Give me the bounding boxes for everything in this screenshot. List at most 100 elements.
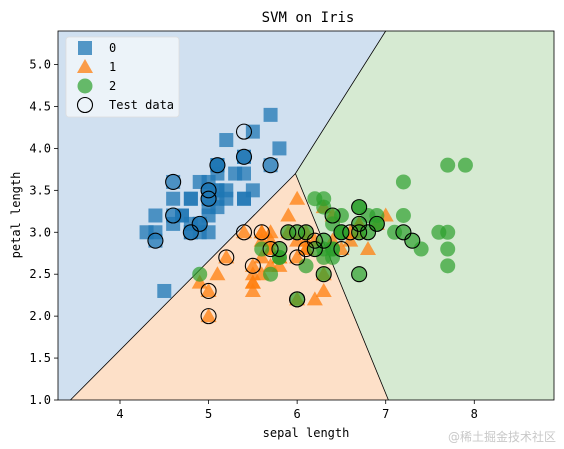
data-point-series-test-data [351,266,368,283]
data-point-series-0 [263,107,278,122]
region-class-2 [295,31,554,400]
data-point-series-2 [351,199,367,215]
y-axis-title: petal length [9,172,23,259]
data-point-series-test-data [235,148,253,165]
decision-boundary-lower [295,173,389,401]
data-point-series-1 [244,282,261,297]
y-tick-label: 4.0 [29,141,51,155]
data-point-series-1 [200,308,217,323]
data-point-series-1 [200,282,217,297]
data-point-series-0 [272,141,287,156]
data-point-series-test-data [351,199,368,216]
data-point-series-0 [245,183,260,198]
data-point-series-2 [307,191,323,207]
plot-area [57,30,555,401]
data-point-series-2 [395,174,411,190]
data-point-series-test-data [147,232,164,249]
plot-frame [57,30,555,401]
data-point-series-test-data [209,157,226,174]
legend-label: 0 [109,41,116,55]
data-point-series-1 [360,241,376,256]
data-point-series-1 [315,282,332,297]
legend-label: Test data [109,98,174,112]
data-point-series-test-data [253,224,270,241]
data-point-series-0 [210,158,225,173]
data-point-series-2 [192,266,208,282]
data-point-series-test-data [395,224,412,241]
data-point-series-0 [237,149,251,164]
data-point-series-test-data [262,240,279,258]
x-axis: 4 5 6 7 8 [116,400,478,421]
data-point-series-0 [166,208,181,223]
data-point-series-test-data [404,232,421,249]
data-point-series-2 [440,241,456,257]
data-point-series-test-data [351,224,368,241]
data-point-series-test-data [244,257,261,274]
data-point-series-test-data [182,224,199,241]
data-point-series-0 [148,208,163,223]
data-point-series-test-data [342,224,359,241]
y-tick-label: 2.0 [29,309,51,323]
y-tick-label: 5.0 [29,58,51,72]
data-point-series-0 [263,158,278,173]
data-point-series-1 [289,249,306,264]
data-point-series-test-data [333,224,350,241]
data-point-series-1 [280,207,297,222]
data-point-series-test-data [271,240,288,258]
data-point-series-test-data [200,308,217,325]
data-point-series-0 [183,191,198,206]
legend-marker-1 [77,59,93,73]
data-point-series-2 [440,157,456,173]
legend-marker-2 [77,78,93,94]
x-tick-label: 7 [382,407,389,421]
data-point-series-test-data [289,249,306,266]
data-point-series-test-data [315,266,332,283]
legend-box [65,36,180,118]
points-layer [139,107,473,325]
data-point-series-2 [457,157,473,173]
data-point-series-0 [228,166,243,181]
data-point-series-2 [298,258,314,274]
data-point-series-2 [413,241,429,257]
legend: 0 1 2 Test data [65,36,180,118]
data-point-series-test-data [289,291,306,308]
data-point-series-test-data [351,215,368,232]
data-point-series-2 [316,241,332,257]
data-point-series-test-data [333,240,350,258]
data-point-series-2 [395,208,411,223]
x-tick-label: 4 [116,407,123,421]
y-tick-label: 4.5 [29,99,51,113]
data-point-series-0 [157,283,172,298]
data-point-series-2 [316,266,332,282]
data-point-series-2 [440,224,456,240]
data-point-series-0 [166,174,181,189]
data-point-series-test-data [235,123,253,140]
data-point-series-test-data [200,182,217,199]
watermark: @稀土掘金技术社区 [447,430,556,444]
data-point-series-test-data [359,224,377,241]
data-point-series-1 [244,274,261,289]
data-point-series-0 [166,191,181,206]
data-point-series-1 [262,224,279,239]
data-point-series-2 [254,241,270,257]
data-point-series-2 [351,266,367,282]
data-point-series-test-data [191,215,208,232]
data-point-series-2 [289,291,305,307]
data-point-series-test-data [200,282,217,300]
data-point-series-test-data [235,224,253,241]
data-point-series-test-data [324,207,341,224]
data-point-series-test-data [165,173,182,191]
y-tick-label: 3.0 [29,225,51,239]
data-point-series-2 [271,249,287,265]
y-axis: 1.0 1.5 2.0 2.5 3.0 3.5 4.0 4.5 5.0 [29,58,58,407]
region-class-0 [58,31,386,400]
data-point-series-test-data [297,224,315,241]
legend-marker-test-data [76,96,94,114]
data-point-series-2 [440,258,456,274]
y-tick-label: 3.5 [29,183,51,197]
data-point-series-1 [236,224,252,239]
data-point-series-1 [218,249,235,264]
data-point-series-test-data [315,232,332,249]
data-point-series-0 [201,200,216,215]
